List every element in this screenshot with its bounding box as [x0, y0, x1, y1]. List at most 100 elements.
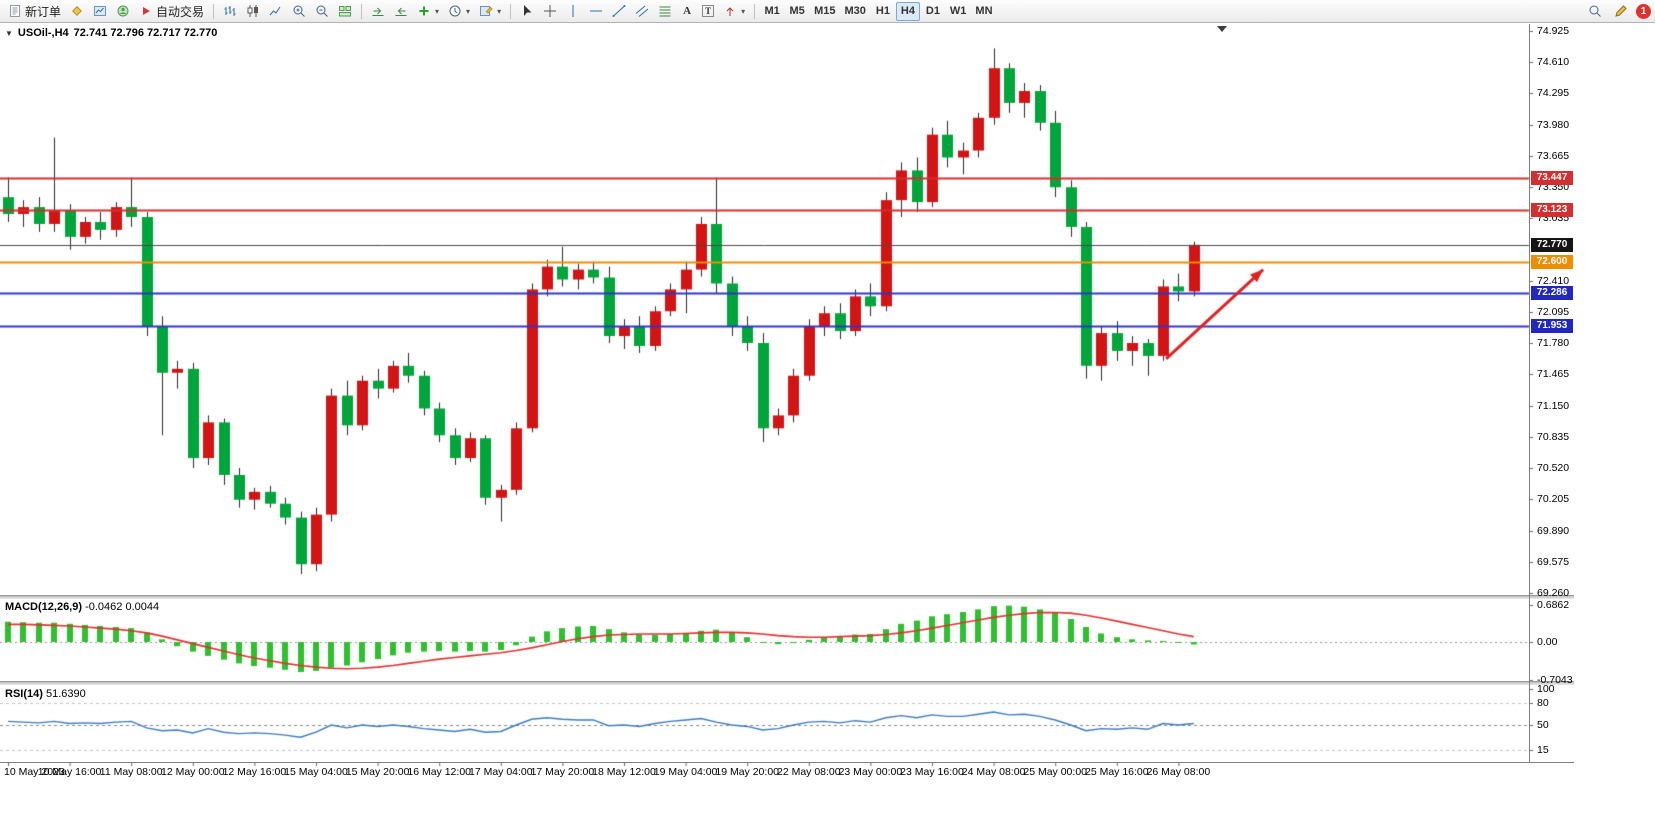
arrows-tool-button[interactable]: ▾	[719, 2, 749, 21]
chart-window-icon	[93, 4, 107, 18]
time-axis-label: 19 May 04:00	[653, 766, 718, 778]
timeframe-m1-button[interactable]: M1	[760, 2, 784, 21]
time-axis-label: 16 May 12:00	[407, 766, 472, 778]
tile-windows-button[interactable]	[334, 2, 356, 21]
toolbar-separator	[510, 3, 512, 19]
templates-button[interactable]: ▾	[475, 2, 505, 21]
cursor-tool-button[interactable]	[516, 2, 538, 21]
zoom-in-button[interactable]	[288, 2, 310, 21]
charts-window-button[interactable]	[89, 2, 111, 21]
template-icon	[479, 4, 493, 18]
profiles-button[interactable]	[112, 2, 134, 21]
timeframe-mn-button[interactable]: MN	[971, 2, 996, 21]
main-toolbar: 新订单 自动交易 ▾ ▾ ▾ A T ▾ M1 M5 M15 M30 H1 H4…	[0, 0, 1655, 23]
price-level-badge: 72.600	[1531, 255, 1573, 269]
new-order-icon	[8, 4, 22, 18]
candle-chart-type-button[interactable]	[242, 2, 264, 21]
price-tick-label: 69.260	[1537, 587, 1570, 599]
rsi-axis-label: 15	[1537, 744, 1549, 756]
macd-indicator-label: MACD(12,26,9) -0.0462 0.0044	[5, 601, 159, 613]
price-tick-label: 71.465	[1537, 368, 1570, 380]
panel-separator[interactable]	[0, 681, 1574, 685]
chart-shift-button[interactable]	[390, 2, 412, 21]
pencil-icon	[1614, 4, 1628, 18]
price-tick-label: 74.925	[1537, 25, 1570, 37]
tile-windows-icon	[338, 4, 352, 18]
clock-icon	[448, 4, 462, 18]
vertical-line-tool-button[interactable]	[562, 2, 584, 21]
price-level-badge: 73.447	[1531, 171, 1573, 185]
zoom-out-button[interactable]	[311, 2, 333, 21]
rsi-axis-label: 100	[1537, 683, 1555, 695]
time-axis-label: 17 May 20:00	[530, 766, 595, 778]
channel-tool-button[interactable]	[631, 2, 653, 21]
zoom-out-icon	[315, 4, 329, 18]
rsi-axis-label: 80	[1537, 697, 1549, 709]
price-tick-label: 70.205	[1537, 493, 1570, 505]
timeframe-h4-button[interactable]: H4	[895, 1, 920, 21]
timeframe-h1-button[interactable]: H1	[871, 2, 895, 21]
timeframe-m15-button[interactable]: M15	[810, 2, 839, 21]
chevron-down-icon: ▾	[497, 6, 502, 16]
time-axis-label: 12 May 16:00	[222, 766, 287, 778]
bar-chart-type-button[interactable]	[219, 2, 241, 21]
crosshair-tool-button[interactable]	[539, 2, 561, 21]
symbol-dropdown-icon[interactable]: ▼	[5, 28, 13, 38]
horizontal-line-tool-button[interactable]	[585, 2, 607, 21]
text-a-icon: A	[683, 5, 692, 17]
zoom-in-icon	[292, 4, 306, 18]
time-axis-label: 18 May 12:00	[592, 766, 656, 778]
auto-scroll-button[interactable]	[367, 2, 389, 21]
time-axis-label: 10 May 2023	[4, 766, 65, 778]
chevron-down-icon: ▾	[466, 6, 471, 16]
channel-icon	[635, 4, 649, 18]
symbol-header[interactable]: ▼ USOil-,H4 72.741 72.796 72.717 72.770	[5, 27, 217, 39]
price-tick-label: 73.980	[1537, 119, 1570, 131]
macd-axis-label: 0.6862	[1537, 599, 1570, 611]
price-tick-label: 69.575	[1537, 556, 1570, 568]
new-order-button[interactable]: 新订单	[4, 2, 65, 21]
ohlc-bars-icon	[223, 4, 237, 18]
panel-separator[interactable]	[0, 595, 1574, 599]
toolbar-separator	[361, 3, 363, 19]
auto-trading-button[interactable]: 自动交易	[135, 2, 208, 21]
time-axis-label: 25 May 16:00	[1084, 766, 1149, 778]
time-axis-label: 11 May 08:00	[99, 766, 163, 778]
text-label-tool-button[interactable]: T	[698, 2, 718, 21]
periods-button[interactable]: ▾	[444, 2, 474, 21]
time-axis-label: 23 May 00:00	[838, 766, 903, 778]
time-axis-label: 17 May 04:00	[468, 766, 533, 778]
auto-trading-icon	[139, 4, 153, 18]
timeframe-d1-button[interactable]: D1	[921, 2, 945, 21]
chart-shift-marker[interactable]	[1217, 26, 1227, 32]
timeframe-m5-button[interactable]: M5	[785, 2, 809, 21]
text-tool-button[interactable]: A	[677, 2, 697, 21]
trendline-tool-button[interactable]	[608, 2, 630, 21]
price-level-badge: 73.123	[1531, 203, 1573, 217]
fibonacci-tool-button[interactable]	[654, 2, 676, 21]
current-price-badge: 72.770	[1531, 238, 1573, 252]
search-button[interactable]	[1584, 2, 1606, 21]
price-tick-label: 70.835	[1537, 431, 1570, 443]
timeframe-w1-button[interactable]: W1	[946, 2, 971, 21]
macd-values: -0.0462 0.0044	[85, 601, 160, 613]
price-tick-label: 73.665	[1537, 150, 1570, 162]
time-axis-label: 15 May 04:00	[284, 766, 348, 778]
metaquotes-button[interactable]	[66, 2, 88, 21]
indicators-button[interactable]: ▾	[413, 2, 443, 21]
time-axis[interactable]: 10 May 2023 10 May 16:00 11 May 08:00 12 Ma…	[0, 0, 1574, 829]
fibonacci-icon	[658, 4, 672, 18]
rsi-name: RSI(14)	[5, 688, 43, 700]
rsi-axis-label: 50	[1537, 719, 1549, 731]
price-tick-label: 72.410	[1537, 275, 1570, 287]
text-label-icon: T	[702, 5, 715, 17]
edit-button[interactable]	[1610, 2, 1632, 21]
price-axis[interactable]: 74.925 74.610 74.295 73.980 73.665 73.350 73.0…	[1530, 0, 1654, 829]
chevron-down-icon: ▾	[741, 6, 746, 16]
line-chart-type-button[interactable]	[265, 2, 287, 21]
notification-badge[interactable]: 1	[1636, 3, 1651, 19]
time-axis-label: 26 May 08:00	[1146, 766, 1211, 778]
timeframe-m30-button[interactable]: M30	[841, 2, 870, 21]
